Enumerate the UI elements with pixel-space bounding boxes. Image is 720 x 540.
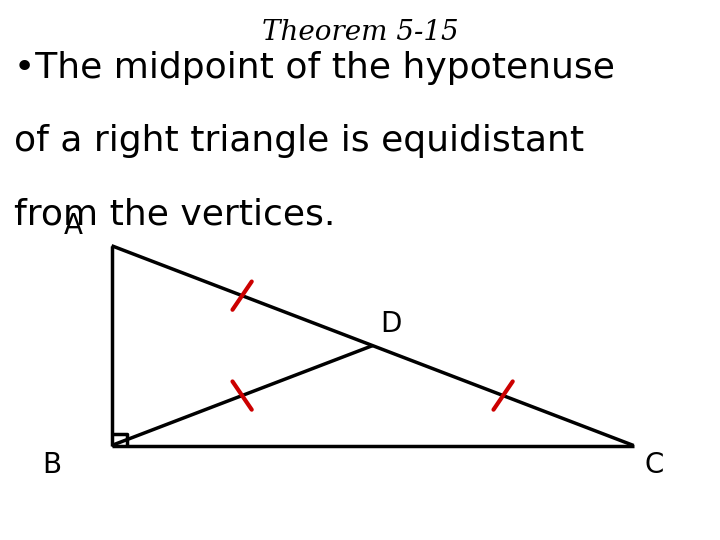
Text: •The midpoint of the hypotenuse: •The midpoint of the hypotenuse <box>14 51 616 85</box>
Text: from the vertices.: from the vertices. <box>14 197 336 231</box>
Text: D: D <box>380 309 402 338</box>
Text: A: A <box>64 212 83 240</box>
Text: Theorem 5-15: Theorem 5-15 <box>261 19 459 46</box>
Text: of a right triangle is equidistant: of a right triangle is equidistant <box>14 124 585 158</box>
Text: C: C <box>644 451 664 479</box>
Text: B: B <box>42 451 61 479</box>
